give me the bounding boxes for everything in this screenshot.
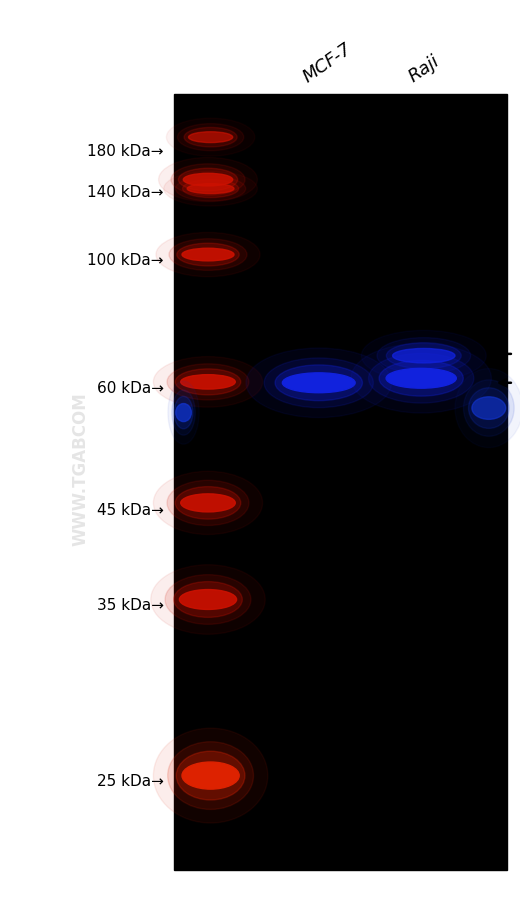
- Text: 180 kDa→: 180 kDa→: [87, 144, 164, 159]
- Ellipse shape: [167, 364, 249, 400]
- Text: 60 kDa→: 60 kDa→: [97, 381, 164, 395]
- Ellipse shape: [351, 344, 491, 413]
- Ellipse shape: [164, 172, 257, 207]
- Ellipse shape: [463, 381, 514, 437]
- Text: WWW.TGABCOM: WWW.TGABCOM: [72, 392, 89, 546]
- Ellipse shape: [177, 124, 244, 152]
- Ellipse shape: [178, 169, 238, 192]
- Ellipse shape: [165, 575, 251, 625]
- Ellipse shape: [361, 331, 486, 382]
- Text: 45 kDa→: 45 kDa→: [97, 502, 164, 517]
- Ellipse shape: [246, 349, 392, 419]
- Ellipse shape: [175, 370, 241, 395]
- Ellipse shape: [182, 762, 239, 789]
- Ellipse shape: [469, 388, 509, 429]
- Text: 140 kDa→: 140 kDa→: [87, 185, 164, 199]
- Ellipse shape: [172, 391, 196, 436]
- Ellipse shape: [379, 361, 463, 397]
- Ellipse shape: [166, 119, 255, 157]
- Text: 100 kDa→: 100 kDa→: [87, 253, 164, 267]
- Bar: [174, 95, 507, 870]
- Ellipse shape: [153, 729, 268, 824]
- Ellipse shape: [393, 349, 455, 364]
- Ellipse shape: [282, 373, 355, 393]
- Ellipse shape: [176, 177, 246, 202]
- Ellipse shape: [175, 487, 241, 520]
- Ellipse shape: [184, 128, 237, 148]
- Ellipse shape: [167, 481, 249, 526]
- Ellipse shape: [369, 354, 474, 403]
- Text: MCF-7: MCF-7: [299, 39, 355, 86]
- Ellipse shape: [472, 397, 505, 420]
- Ellipse shape: [179, 590, 237, 610]
- Ellipse shape: [168, 382, 199, 445]
- Ellipse shape: [181, 375, 236, 390]
- Ellipse shape: [275, 365, 362, 401]
- Ellipse shape: [455, 369, 520, 448]
- Ellipse shape: [176, 404, 191, 422]
- Ellipse shape: [174, 582, 242, 618]
- Ellipse shape: [377, 338, 471, 374]
- Ellipse shape: [183, 174, 233, 187]
- Ellipse shape: [183, 180, 239, 198]
- Ellipse shape: [156, 233, 260, 278]
- Ellipse shape: [168, 741, 254, 810]
- Ellipse shape: [182, 249, 234, 262]
- Ellipse shape: [159, 159, 257, 203]
- Ellipse shape: [171, 164, 245, 197]
- Ellipse shape: [174, 397, 193, 429]
- Ellipse shape: [181, 494, 236, 512]
- Text: Raji: Raji: [406, 51, 444, 86]
- Ellipse shape: [386, 344, 461, 369]
- Ellipse shape: [176, 751, 245, 800]
- Ellipse shape: [169, 239, 247, 271]
- Ellipse shape: [264, 359, 373, 408]
- Ellipse shape: [177, 244, 239, 267]
- Ellipse shape: [153, 472, 263, 535]
- Ellipse shape: [187, 185, 234, 195]
- Ellipse shape: [151, 565, 265, 635]
- Text: 35 kDa→: 35 kDa→: [97, 597, 164, 612]
- Text: 25 kDa→: 25 kDa→: [97, 773, 164, 787]
- Ellipse shape: [189, 133, 233, 143]
- Ellipse shape: [386, 369, 457, 389]
- Ellipse shape: [153, 357, 263, 408]
